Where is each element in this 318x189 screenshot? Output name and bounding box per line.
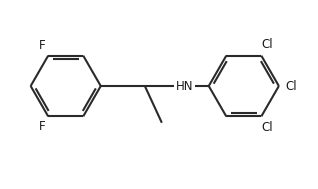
Text: F: F [39, 39, 46, 52]
Text: Cl: Cl [286, 80, 297, 93]
Text: F: F [39, 120, 46, 133]
Text: Cl: Cl [262, 38, 273, 51]
Text: HN: HN [176, 80, 193, 93]
Text: Cl: Cl [262, 121, 273, 134]
